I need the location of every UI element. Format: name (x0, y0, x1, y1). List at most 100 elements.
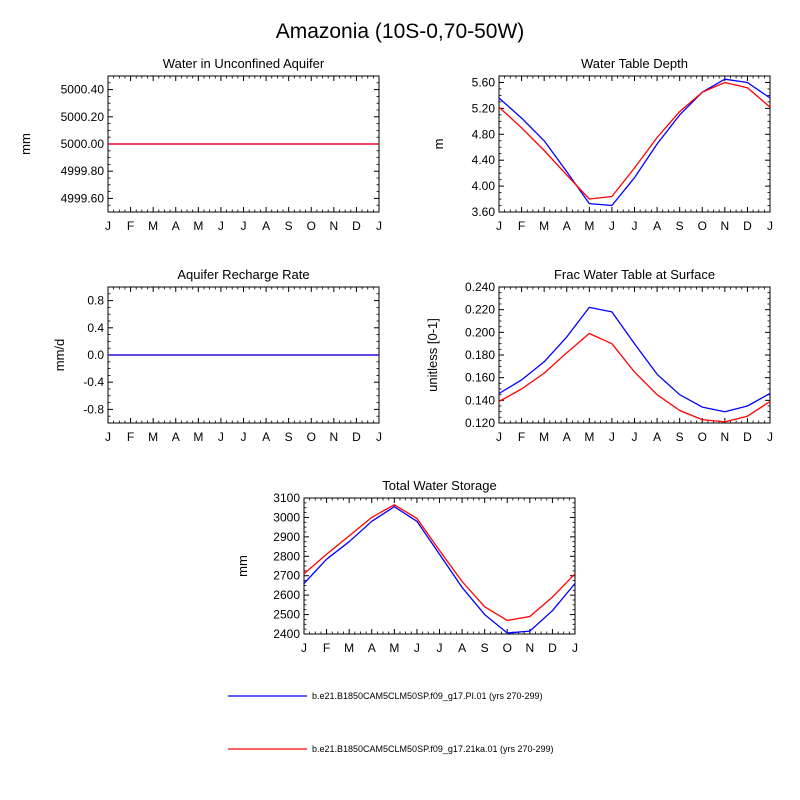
x-tick-label: D (548, 641, 557, 655)
legend-label-pi: b.e21.B1850CAM5CLM50SP.f09_g17.PI.01 (yr… (312, 691, 542, 701)
plot-frame (498, 75, 771, 213)
panel-title: Water in Unconfined Aquifer (163, 56, 325, 71)
x-tick-label: A (458, 641, 466, 655)
y-tick-label: 0.0 (87, 348, 104, 362)
plot-frame (303, 497, 576, 635)
y-tick-label: 2800 (273, 549, 300, 563)
x-tick-label: F (127, 430, 134, 444)
x-tick-label: S (676, 219, 684, 233)
x-tick-label: J (241, 219, 247, 233)
panel-title: Frac Water Table at Surface (554, 267, 715, 282)
x-tick-label: J (376, 219, 382, 233)
legend-label-21ka: b.e21.B1850CAM5CLM50SP.f09_g17.21ka.01 (… (312, 744, 554, 754)
y-axis-label: mm (235, 555, 250, 577)
x-tick-label: A (172, 430, 180, 444)
series-line (498, 306, 771, 413)
x-tick-label: O (698, 430, 707, 444)
y-tick-label: 0.120 (465, 416, 495, 430)
x-tick-label: S (676, 430, 684, 444)
y-axis-label: unitless [0-1] (425, 318, 440, 392)
y-tick-label: 4.00 (472, 179, 496, 193)
x-tick-label: N (525, 641, 534, 655)
y-tick-label: 5000.40 (61, 83, 105, 97)
x-tick-label: D (352, 430, 361, 444)
y-tick-label: 0.240 (465, 280, 495, 294)
x-tick-label: J (414, 641, 420, 655)
x-tick-label: J (105, 219, 111, 233)
x-tick-label: J (218, 430, 224, 444)
x-tick-label: M (148, 430, 158, 444)
y-tick-label: 4999.80 (61, 164, 105, 178)
x-tick-label: J (496, 430, 502, 444)
y-tick-label: 3100 (273, 491, 300, 505)
x-tick-label: F (518, 430, 525, 444)
series-line (303, 504, 576, 622)
x-tick-label: O (503, 641, 512, 655)
x-tick-label: N (329, 430, 338, 444)
x-tick-label: N (720, 430, 729, 444)
panel-title: Aquifer Recharge Rate (177, 267, 309, 282)
y-axis-label: m (431, 139, 446, 150)
y-tick-label: 0.140 (465, 393, 495, 407)
x-tick-label: J (632, 430, 638, 444)
x-tick-label: J (767, 430, 773, 444)
y-tick-label: 5000.20 (61, 110, 105, 124)
x-tick-label: J (767, 219, 773, 233)
y-tick-label: 5000.00 (61, 137, 105, 151)
series-line (498, 332, 771, 423)
x-tick-label: A (262, 219, 270, 233)
x-tick-label: M (193, 219, 203, 233)
x-tick-label: J (301, 641, 307, 655)
x-tick-label: O (307, 219, 316, 233)
y-tick-label: 0.8 (87, 294, 104, 308)
x-tick-label: A (563, 219, 571, 233)
y-axis-label: mm (18, 133, 33, 155)
x-tick-label: M (584, 430, 594, 444)
y-tick-label: 5.20 (472, 101, 496, 115)
y-tick-label: 3.60 (472, 205, 496, 219)
x-tick-label: F (323, 641, 330, 655)
y-tick-label: 4999.60 (61, 191, 105, 205)
y-tick-label: -0.4 (83, 375, 104, 389)
x-tick-label: M (389, 641, 399, 655)
x-tick-label: M (539, 430, 549, 444)
x-tick-label: J (241, 430, 247, 444)
x-tick-label: A (368, 641, 376, 655)
x-tick-label: J (376, 430, 382, 444)
x-tick-label: S (481, 641, 489, 655)
plot-frame (498, 286, 771, 424)
x-tick-label: D (352, 219, 361, 233)
x-tick-label: A (563, 430, 571, 444)
y-axis-label: mm/d (52, 339, 67, 372)
y-tick-label: 0.200 (465, 325, 495, 339)
x-tick-label: A (172, 219, 180, 233)
x-tick-label: N (720, 219, 729, 233)
x-tick-label: M (584, 219, 594, 233)
figure-title: Amazonia (10S-0,70-50W) (276, 20, 525, 43)
y-tick-label: 2600 (273, 588, 300, 602)
x-tick-label: F (518, 219, 525, 233)
y-tick-label: 0.4 (87, 321, 104, 335)
series-line (498, 78, 771, 207)
x-tick-label: M (344, 641, 354, 655)
x-tick-label: O (307, 430, 316, 444)
y-tick-label: 0.180 (465, 348, 495, 362)
x-tick-label: A (262, 430, 270, 444)
y-tick-label: 4.80 (472, 127, 496, 141)
x-tick-label: J (105, 430, 111, 444)
x-tick-label: S (285, 430, 293, 444)
x-tick-label: S (285, 219, 293, 233)
y-tick-label: 4.40 (472, 153, 496, 167)
panel-title: Total Water Storage (382, 478, 496, 493)
y-tick-label: 2900 (273, 530, 300, 544)
x-tick-label: J (609, 430, 615, 444)
x-tick-label: M (193, 430, 203, 444)
series-line (498, 81, 771, 200)
panel-title: Water Table Depth (581, 56, 688, 71)
y-tick-label: -0.8 (83, 402, 104, 416)
x-tick-label: N (329, 219, 338, 233)
